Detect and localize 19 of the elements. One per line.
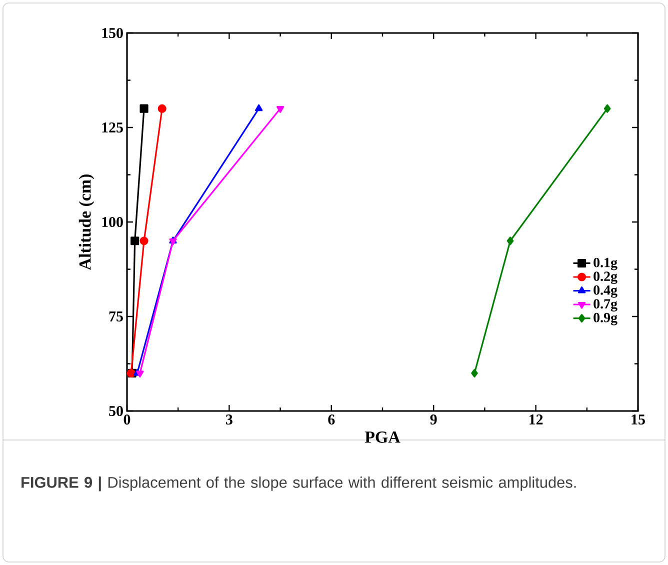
x-tick-label: 9 — [430, 414, 437, 425]
text: FIGURE 9 | Displacement of the slope surface with different seismic amplitudes. — [22, 476, 576, 492]
legend-label: 0.4g — [594, 285, 618, 298]
y-tick-label: 50 — [109, 406, 123, 416]
legend-label: 0.7g — [594, 299, 618, 312]
x-tick-label: 0 — [124, 414, 130, 425]
legend-label: 0.9g — [594, 312, 618, 326]
x-tick-label: 12 — [530, 414, 543, 424]
x-tick-label: 3 — [226, 414, 232, 425]
x-tick-label: 15 — [632, 414, 645, 425]
y-tick-label: 150 — [102, 28, 123, 38]
y-tick-label: 100 — [102, 216, 123, 228]
y-tick-label: 75 — [109, 312, 123, 322]
y-tick-label: 125 — [102, 122, 123, 133]
y-axis-title: Altitude (cm) — [78, 174, 94, 270]
legend-label: 0.1g — [594, 258, 618, 270]
x-axis-title: PGA — [364, 431, 400, 443]
x-tick-label: 6 — [328, 414, 335, 425]
legend-label: 0.2g — [594, 272, 618, 284]
